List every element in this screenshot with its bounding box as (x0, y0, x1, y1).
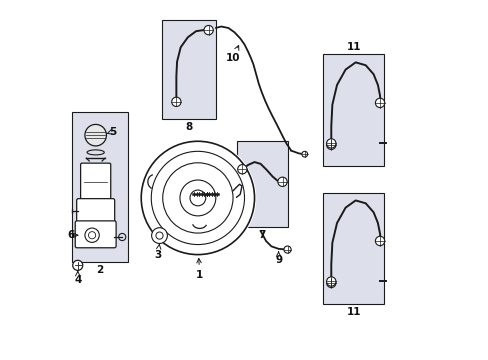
Text: 5: 5 (106, 127, 116, 136)
Circle shape (301, 151, 307, 157)
Circle shape (284, 246, 290, 253)
Circle shape (277, 177, 286, 186)
Text: 6: 6 (67, 230, 78, 240)
Text: 2: 2 (96, 265, 103, 275)
Circle shape (326, 277, 335, 286)
Circle shape (139, 139, 256, 256)
Text: 11: 11 (346, 42, 360, 51)
Bar (237, 140, 287, 226)
Bar (162, 21, 215, 119)
Circle shape (203, 26, 213, 35)
Bar (323, 54, 384, 166)
Bar (72, 112, 128, 262)
Circle shape (375, 98, 384, 108)
Circle shape (151, 228, 167, 243)
Bar (323, 193, 384, 304)
Circle shape (73, 260, 82, 270)
Circle shape (326, 278, 335, 288)
Text: 10: 10 (225, 45, 240, 63)
FancyBboxPatch shape (75, 221, 116, 248)
Circle shape (326, 139, 335, 148)
Circle shape (171, 97, 181, 107)
Text: 8: 8 (185, 122, 192, 132)
Circle shape (326, 140, 335, 149)
Text: 3: 3 (154, 244, 161, 260)
Text: 4: 4 (74, 271, 81, 285)
FancyBboxPatch shape (81, 163, 110, 201)
Text: 9: 9 (274, 252, 282, 265)
Circle shape (375, 236, 384, 246)
Circle shape (85, 125, 106, 146)
Text: 1: 1 (196, 258, 203, 280)
Text: 7: 7 (258, 230, 265, 239)
Text: 11: 11 (346, 307, 360, 316)
Circle shape (237, 165, 246, 174)
FancyBboxPatch shape (77, 199, 115, 223)
